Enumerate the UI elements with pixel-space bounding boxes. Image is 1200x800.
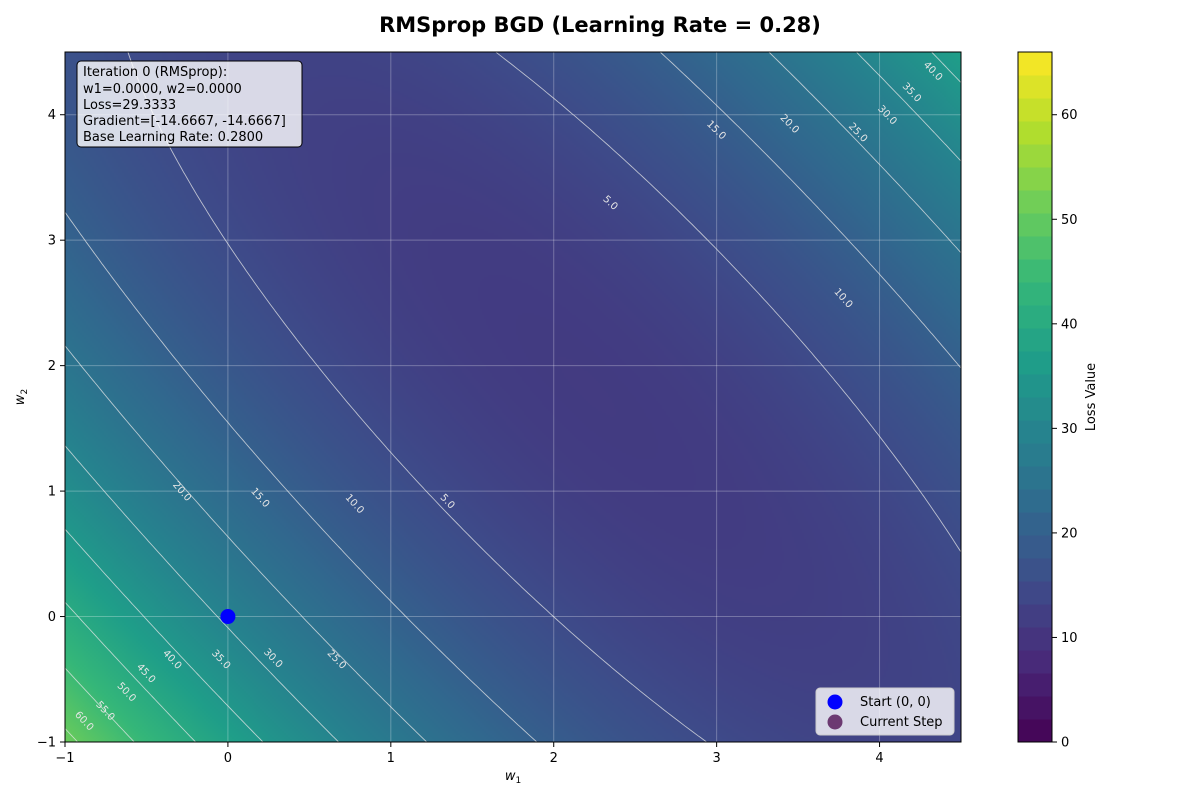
colorbar-band bbox=[1018, 52, 1052, 76]
colorbar-band bbox=[1018, 236, 1052, 260]
colorbar-band bbox=[1018, 121, 1052, 145]
heatmap-image bbox=[65, 52, 961, 742]
contour-line-30 bbox=[65, 52, 961, 742]
colorbar-band bbox=[1018, 420, 1052, 444]
colorbar-band bbox=[1018, 466, 1052, 490]
y-tick-label: −1 bbox=[37, 736, 56, 751]
colorbar-band bbox=[1018, 696, 1052, 720]
legend-background bbox=[815, 687, 955, 736]
chart-title: RMSprop BGD (Learning Rate = 0.28) bbox=[379, 13, 821, 37]
colorbar-band bbox=[1018, 673, 1052, 697]
contour-line-45 bbox=[65, 667, 135, 742]
contour-line-35 bbox=[65, 52, 961, 742]
colorbar-tick-label: 40 bbox=[1061, 317, 1078, 332]
x-tick-label: 0 bbox=[224, 751, 232, 766]
colorbar-tick-label: 30 bbox=[1061, 422, 1078, 437]
colorbar-tick-label: 50 bbox=[1061, 213, 1078, 228]
x-tick-label: −1 bbox=[55, 751, 74, 766]
contour-line-40 bbox=[65, 601, 196, 742]
colorbar-band bbox=[1018, 282, 1052, 306]
plot-frame bbox=[64, 51, 962, 743]
colorbar-band bbox=[1018, 75, 1052, 99]
info-line-loss: Loss=29.3333 bbox=[83, 98, 176, 113]
x-tick-label: 2 bbox=[550, 751, 558, 766]
colorbar-band bbox=[1018, 190, 1052, 214]
y-axis-ticks: −1 0 1 2 3 4 bbox=[37, 108, 65, 751]
info-line-iteration: Iteration 0 (RMSprop): bbox=[83, 65, 227, 80]
colorbar-band bbox=[1018, 351, 1052, 375]
colorbar-band bbox=[1018, 719, 1052, 743]
colorbar-band bbox=[1018, 581, 1052, 605]
contour-line-20 bbox=[65, 52, 961, 742]
colorbar-tick-label: 60 bbox=[1061, 108, 1078, 123]
contour-line-50 bbox=[65, 728, 79, 742]
legend-label-start: Start (0, 0) bbox=[860, 695, 931, 710]
y-tick-label: 4 bbox=[48, 108, 56, 123]
colorbar-ticks: 0 10 20 30 40 50 60 bbox=[1052, 108, 1078, 751]
x-tick-label: 3 bbox=[712, 751, 720, 766]
colorbar-band bbox=[1018, 627, 1052, 651]
x-tick-label: 1 bbox=[387, 751, 395, 766]
y-tick-label: 3 bbox=[48, 234, 56, 249]
colorbar-band bbox=[1018, 489, 1052, 513]
colorbar-tick-label: 0 bbox=[1061, 736, 1069, 751]
contour-line-25 bbox=[65, 52, 961, 742]
info-line-weights: w1=0.0000, w2=0.0000 bbox=[83, 82, 242, 97]
colorbar-band bbox=[1018, 650, 1052, 674]
contour-lines bbox=[65, 52, 961, 742]
colorbar-band bbox=[1018, 535, 1052, 559]
y-axis-label: w2 bbox=[13, 389, 30, 405]
info-line-learning-rate: Base Learning Rate: 0.2800 bbox=[83, 130, 263, 145]
info-box-background bbox=[76, 60, 303, 148]
colorbar-band bbox=[1018, 328, 1052, 352]
colorbar-band bbox=[1018, 604, 1052, 628]
legend-marker-current bbox=[827, 714, 843, 730]
colorbar-label: Loss Value bbox=[1084, 363, 1099, 431]
colorbar-band bbox=[1018, 305, 1052, 329]
start-point bbox=[220, 609, 236, 625]
colorbar-band bbox=[1018, 397, 1052, 421]
colorbar-band bbox=[1018, 558, 1052, 582]
colorbar-band bbox=[1018, 512, 1052, 536]
colorbar-band bbox=[1018, 167, 1052, 191]
colorbar-frame bbox=[1017, 51, 1053, 743]
x-axis-ticks: −1 0 1 2 3 4 bbox=[55, 742, 884, 766]
colorbar-band bbox=[1018, 374, 1052, 398]
data-points bbox=[220, 609, 236, 625]
x-tick-label: 4 bbox=[875, 751, 883, 766]
colorbar-tick-label: 20 bbox=[1061, 526, 1078, 541]
plot-area: 5.05.010.010.015.015.020.020.025.025.030… bbox=[64, 51, 962, 743]
colorbar: 0 10 20 30 40 50 60 Loss Value bbox=[1017, 51, 1099, 751]
y-tick-label: 2 bbox=[48, 359, 56, 374]
legend-label-current: Current Step bbox=[860, 715, 943, 730]
legend: Start (0, 0) Current Step bbox=[815, 687, 955, 736]
colorbar-tick-label: 10 bbox=[1061, 631, 1078, 646]
colorbar-band bbox=[1018, 144, 1052, 168]
y-tick-label: 0 bbox=[48, 610, 56, 625]
colorbar-band bbox=[1018, 443, 1052, 467]
colorbar-band bbox=[1018, 259, 1052, 283]
x-axis-label: w1 bbox=[505, 769, 521, 786]
info-line-gradient: Gradient=[-14.6667, -14.6667] bbox=[83, 114, 286, 129]
info-box: Iteration 0 (RMSprop): w1=0.0000, w2=0.0… bbox=[76, 60, 303, 148]
grid-lines bbox=[65, 52, 961, 742]
colorbar-bands bbox=[1018, 52, 1052, 743]
legend-marker-start bbox=[827, 694, 843, 710]
colorbar-band bbox=[1018, 213, 1052, 237]
y-tick-label: 1 bbox=[48, 485, 56, 500]
colorbar-band bbox=[1018, 98, 1052, 122]
